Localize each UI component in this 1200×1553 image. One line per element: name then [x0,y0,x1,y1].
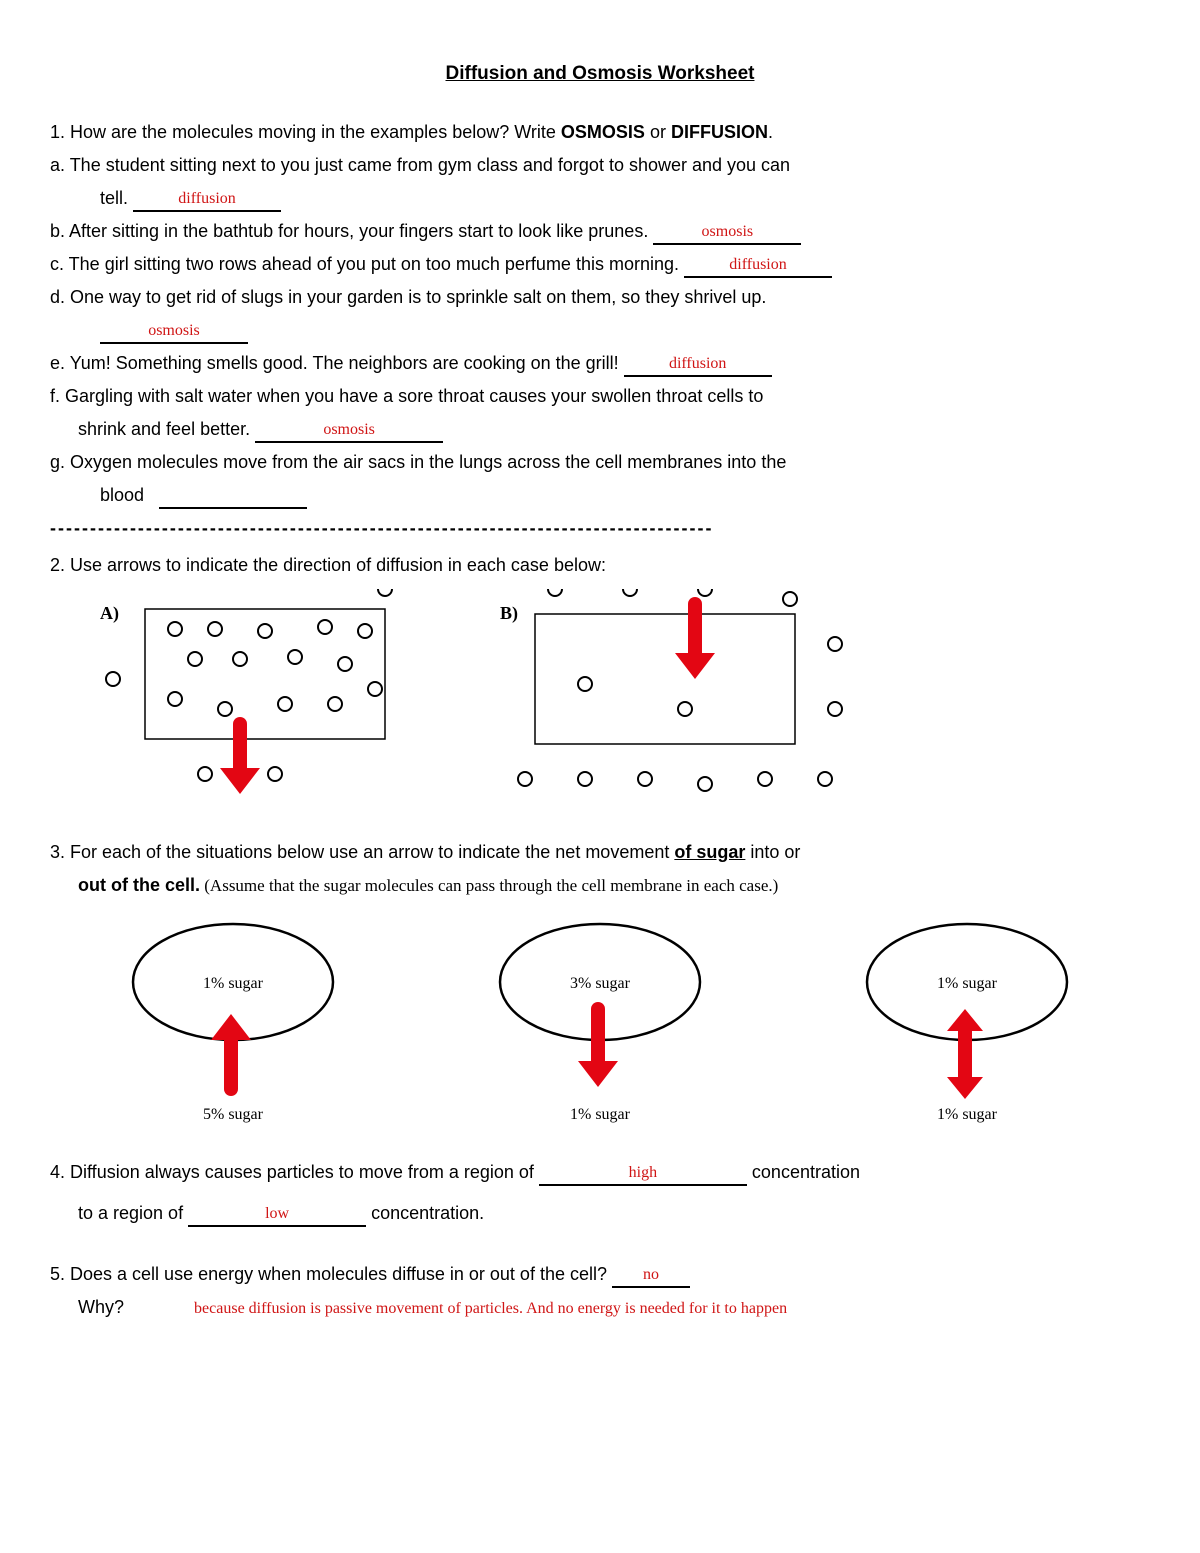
cell-svg-0: 1% sugar 5% sugar [103,914,363,1129]
q1-prompt: 1. How are the molecules moving in the e… [50,119,1150,146]
q1a-tell: tell. [100,188,128,208]
q1f-line1: f. Gargling with salt water when you hav… [50,383,1150,410]
cell-diagram-0: 1% sugar 5% sugar [103,914,363,1129]
q4-t3: to a region of [78,1203,188,1223]
q4-blank2[interactable]: low [188,1203,366,1227]
q4-t4: concentration. [371,1203,484,1223]
q1a-blank[interactable]: diffusion [133,188,281,212]
worksheet-title: Diffusion and Osmosis Worksheet [50,60,1150,89]
svg-text:1% sugar: 1% sugar [570,1106,631,1123]
q4-t1: 4. Diffusion always causes particles to … [50,1162,539,1182]
q4-t2: concentration [752,1162,860,1182]
q1d: d. One way to get rid of slugs in your g… [50,284,1150,311]
q3-p1: 3. For each of the situations below use … [50,842,674,862]
q1g-line1: g. Oxygen molecules move from the air sa… [50,449,1150,476]
q1f-line2: shrink and feel better. osmosis [78,416,1150,443]
q4-blank1[interactable]: high [539,1162,747,1186]
diagram-b: B) [490,589,890,819]
q1-or: or [645,122,671,142]
q1a-answer: diffusion [178,190,235,207]
q3-p3: out of the cell. [78,875,200,895]
q5-blank[interactable]: no [612,1264,690,1288]
q5-t1: 5. Does a cell use energy when molecules… [50,1264,612,1284]
svg-text:1% sugar: 1% sugar [937,1106,998,1123]
q1d-blank[interactable]: osmosis [100,320,248,344]
diagram-a: A) [90,589,420,819]
label-b: B) [500,603,518,624]
q5-why-answer: because diffusion is passive movement of… [194,1300,787,1317]
q1c: c. The girl sitting two rows ahead of yo… [50,251,1150,278]
svg-text:1% sugar: 1% sugar [937,975,998,992]
q1b-text: b. After sitting in the bathtub for hour… [50,221,648,241]
svg-text:3% sugar: 3% sugar [570,975,631,992]
cell-svg-2: 1% sugar 1% sugar [837,914,1097,1129]
q1c-blank[interactable]: diffusion [684,254,832,278]
diagram-b-svg: B) [490,589,890,819]
q1e: e. Yum! Something smells good. The neigh… [50,350,1150,377]
q4-line2: to a region of low concentration. [78,1200,1150,1227]
q1d-blank-row: osmosis [100,317,1150,344]
diagram-a-svg: A) [90,589,420,819]
q1-period: . [768,122,773,142]
q1b-answer: osmosis [702,223,754,240]
q1-bold1: OSMOSIS [561,122,645,142]
svg-text:5% sugar: 5% sugar [203,1106,264,1123]
cell-diagram-2: 1% sugar 1% sugar [837,914,1097,1129]
q5-ans1: no [643,1266,659,1283]
q4-ans1: high [629,1164,657,1181]
cell-diagram-1: 3% sugar 1% sugar [470,914,730,1129]
q1c-text: c. The girl sitting two rows ahead of yo… [50,254,679,274]
q1f-blank[interactable]: osmosis [255,419,443,443]
q4-ans2: low [265,1205,289,1222]
q1a-line2: tell. diffusion [100,185,1150,212]
q1-bold2: DIFFUSION [671,122,768,142]
svg-text:1% sugar: 1% sugar [203,975,264,992]
q1b: b. After sitting in the bathtub for hour… [50,218,1150,245]
q5-line1: 5. Does a cell use energy when molecules… [50,1261,1150,1288]
q1c-answer: diffusion [729,256,786,273]
cell-svg-1: 3% sugar 1% sugar [470,914,730,1129]
q2-prompt: 2. Use arrows to indicate the direction … [50,552,1150,579]
q1e-text: e. Yum! Something smells good. The neigh… [50,353,619,373]
q1a-line1: a. The student sitting next to you just … [50,152,1150,179]
q3-cells: 1% sugar5% sugar3% sugar1% sugar1% sugar… [50,914,1150,1129]
q1g-text2: blood [100,485,144,505]
q1d-answer: osmosis [148,322,200,339]
q3-prompt-line2: out of the cell. (Assume that the sugar … [78,872,1150,899]
q1b-blank[interactable]: osmosis [653,221,801,245]
q1f-answer: osmosis [323,421,375,438]
q1-prefix: 1. How are the molecules moving in the e… [50,122,561,142]
q5-why-label: Why? [78,1297,124,1317]
q1e-answer: diffusion [669,355,726,372]
q3-p2: into or [745,842,800,862]
q1e-blank[interactable]: diffusion [624,353,772,377]
q3-note: (Assume that the sugar molecules can pas… [200,876,778,895]
q1g-blank[interactable] [159,485,307,509]
q5-why: Why? because diffusion is passive moveme… [78,1294,1150,1321]
q1f-text2: shrink and feel better. [78,419,250,439]
q2-diagrams: A) B) [90,589,1150,819]
label-a: A) [100,603,119,624]
separator: ----------------------------------------… [50,515,1150,542]
q4-line1: 4. Diffusion always causes particles to … [50,1159,1150,1186]
q3-underlined: of sugar [674,842,745,862]
q3-prompt-line1: 3. For each of the situations below use … [50,839,1150,866]
q1g-line2: blood [100,482,1150,509]
